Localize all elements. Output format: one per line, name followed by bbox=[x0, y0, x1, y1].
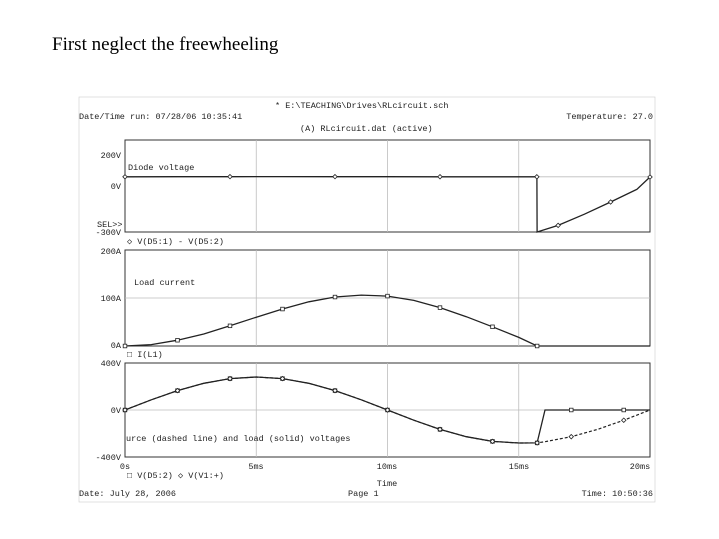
panel1-marker-s0-12 bbox=[607, 199, 614, 205]
panel2-ytick-0: 200A bbox=[101, 247, 122, 257]
header-temperature: Temperature: 27.0 bbox=[566, 112, 653, 122]
panel3-marker-s1-2 bbox=[174, 387, 181, 394]
panel1-legend: ◇ V(D5:1) - V(D5:2) bbox=[127, 237, 224, 247]
panel-voltages: 400V 0V -400V urce (dashed line) and loa… bbox=[95, 359, 651, 489]
panel3-line-v-v1- bbox=[124, 376, 651, 444]
panel1-marker-s0-8 bbox=[534, 174, 540, 180]
panel2-marker-s0-6 bbox=[280, 306, 285, 312]
panel3-marker-s1-4 bbox=[227, 375, 233, 382]
panel3-marker-s1-12 bbox=[437, 426, 443, 433]
panel1-marker-s0-2 bbox=[227, 173, 233, 180]
xtick-3: 15ms bbox=[509, 462, 529, 472]
plot-frame bbox=[78, 96, 656, 503]
header-file: * E:\TEACHING\Drives\RLcircuit.sch bbox=[275, 101, 448, 111]
panel-diode-voltage: 200V 0V -300V SEL>> Diode voltage ◇ V(D5… bbox=[95, 139, 653, 247]
panel1-marker-s0-4 bbox=[332, 173, 338, 180]
panel1-series bbox=[122, 173, 653, 233]
panel3-legend: □ V(D5:2) ◇ V(V1:+) bbox=[127, 471, 224, 481]
panel2-marker-s0-2 bbox=[175, 338, 180, 343]
header-datetime: Date/Time run: 07/28/06 10:35:41 bbox=[79, 112, 242, 122]
panel3-marker-s1-8 bbox=[332, 387, 338, 394]
panel1-line-v-d5-1-v-d5-2- bbox=[124, 175, 651, 233]
panel2-marker-s0-8 bbox=[332, 294, 338, 300]
header-dataset: (A) RLcircuit.dat (active) bbox=[300, 124, 433, 134]
xtick-4: 20ms bbox=[630, 462, 650, 472]
panel2-marker-s0-10 bbox=[385, 293, 390, 299]
panel3-ytick-1: 0V bbox=[111, 406, 122, 416]
panel3-ytick-2: -400V bbox=[95, 453, 121, 463]
panel3-marker-s1-10 bbox=[384, 407, 391, 413]
panel1-sel-label: SEL>> bbox=[97, 220, 123, 230]
panel2-marker-s0-16 bbox=[534, 343, 540, 349]
panel1-marker-s0-14 bbox=[647, 174, 653, 180]
panel3-marker-s1-0 bbox=[122, 407, 128, 413]
panel3-marker-s0-18 bbox=[569, 407, 574, 413]
panel2-series bbox=[122, 293, 650, 349]
panel2-legend: □ I(L1) bbox=[127, 350, 163, 360]
panel1-ytick-0: 200V bbox=[101, 151, 122, 161]
xtick-2: 10ms bbox=[377, 462, 397, 472]
panel2-marker-s0-0 bbox=[122, 343, 128, 349]
slide-title: First neglect the freewheeling bbox=[52, 34, 279, 55]
panel2-line-i-l1- bbox=[124, 294, 650, 347]
panel2-ytick-2: 0A bbox=[111, 341, 122, 351]
panel3-marker-s1-18 bbox=[568, 433, 575, 440]
xtick-0: 0s bbox=[120, 462, 130, 472]
panel1-ytick-2: -300V bbox=[95, 228, 121, 238]
footer-date: Date: July 28, 2006 bbox=[79, 489, 176, 499]
panel3-title: urce (dashed line) and load (solid) volt… bbox=[126, 434, 350, 444]
panel3-marker-s1-20 bbox=[620, 417, 627, 423]
footer-time: Time: 10:50:36 bbox=[582, 489, 653, 499]
panel3-marker-s1-16 bbox=[534, 440, 540, 446]
panel1-marker-s0-10 bbox=[555, 222, 561, 229]
xtick-1: 5ms bbox=[248, 462, 263, 472]
panel3-marker-s1-14 bbox=[489, 438, 496, 445]
panel-load-current: 200A 100A 0A Load current □ I(L1) bbox=[101, 247, 651, 360]
panel1-title: Diode voltage bbox=[128, 163, 194, 173]
panel1-grid bbox=[125, 140, 650, 232]
panel2-marker-s0-12 bbox=[437, 305, 443, 310]
x-axis-label: Time bbox=[377, 479, 397, 489]
panel1-ytick-1: 0V bbox=[111, 182, 122, 192]
footer-page: Page 1 bbox=[348, 489, 379, 499]
panel3-marker-s1-6 bbox=[279, 375, 286, 382]
panel1-marker-s0-0 bbox=[122, 174, 128, 180]
panel2-marker-s0-4 bbox=[227, 323, 233, 329]
panel2-title: Load current bbox=[134, 278, 195, 288]
panel2-marker-s0-14 bbox=[490, 324, 495, 329]
panel2-ytick-1: 100A bbox=[101, 294, 122, 304]
panel1-marker-s0-6 bbox=[437, 173, 443, 180]
panel3-series bbox=[122, 375, 651, 446]
panel3-ytick-0: 400V bbox=[101, 359, 122, 369]
panel3-marker-s0-20 bbox=[621, 407, 626, 413]
